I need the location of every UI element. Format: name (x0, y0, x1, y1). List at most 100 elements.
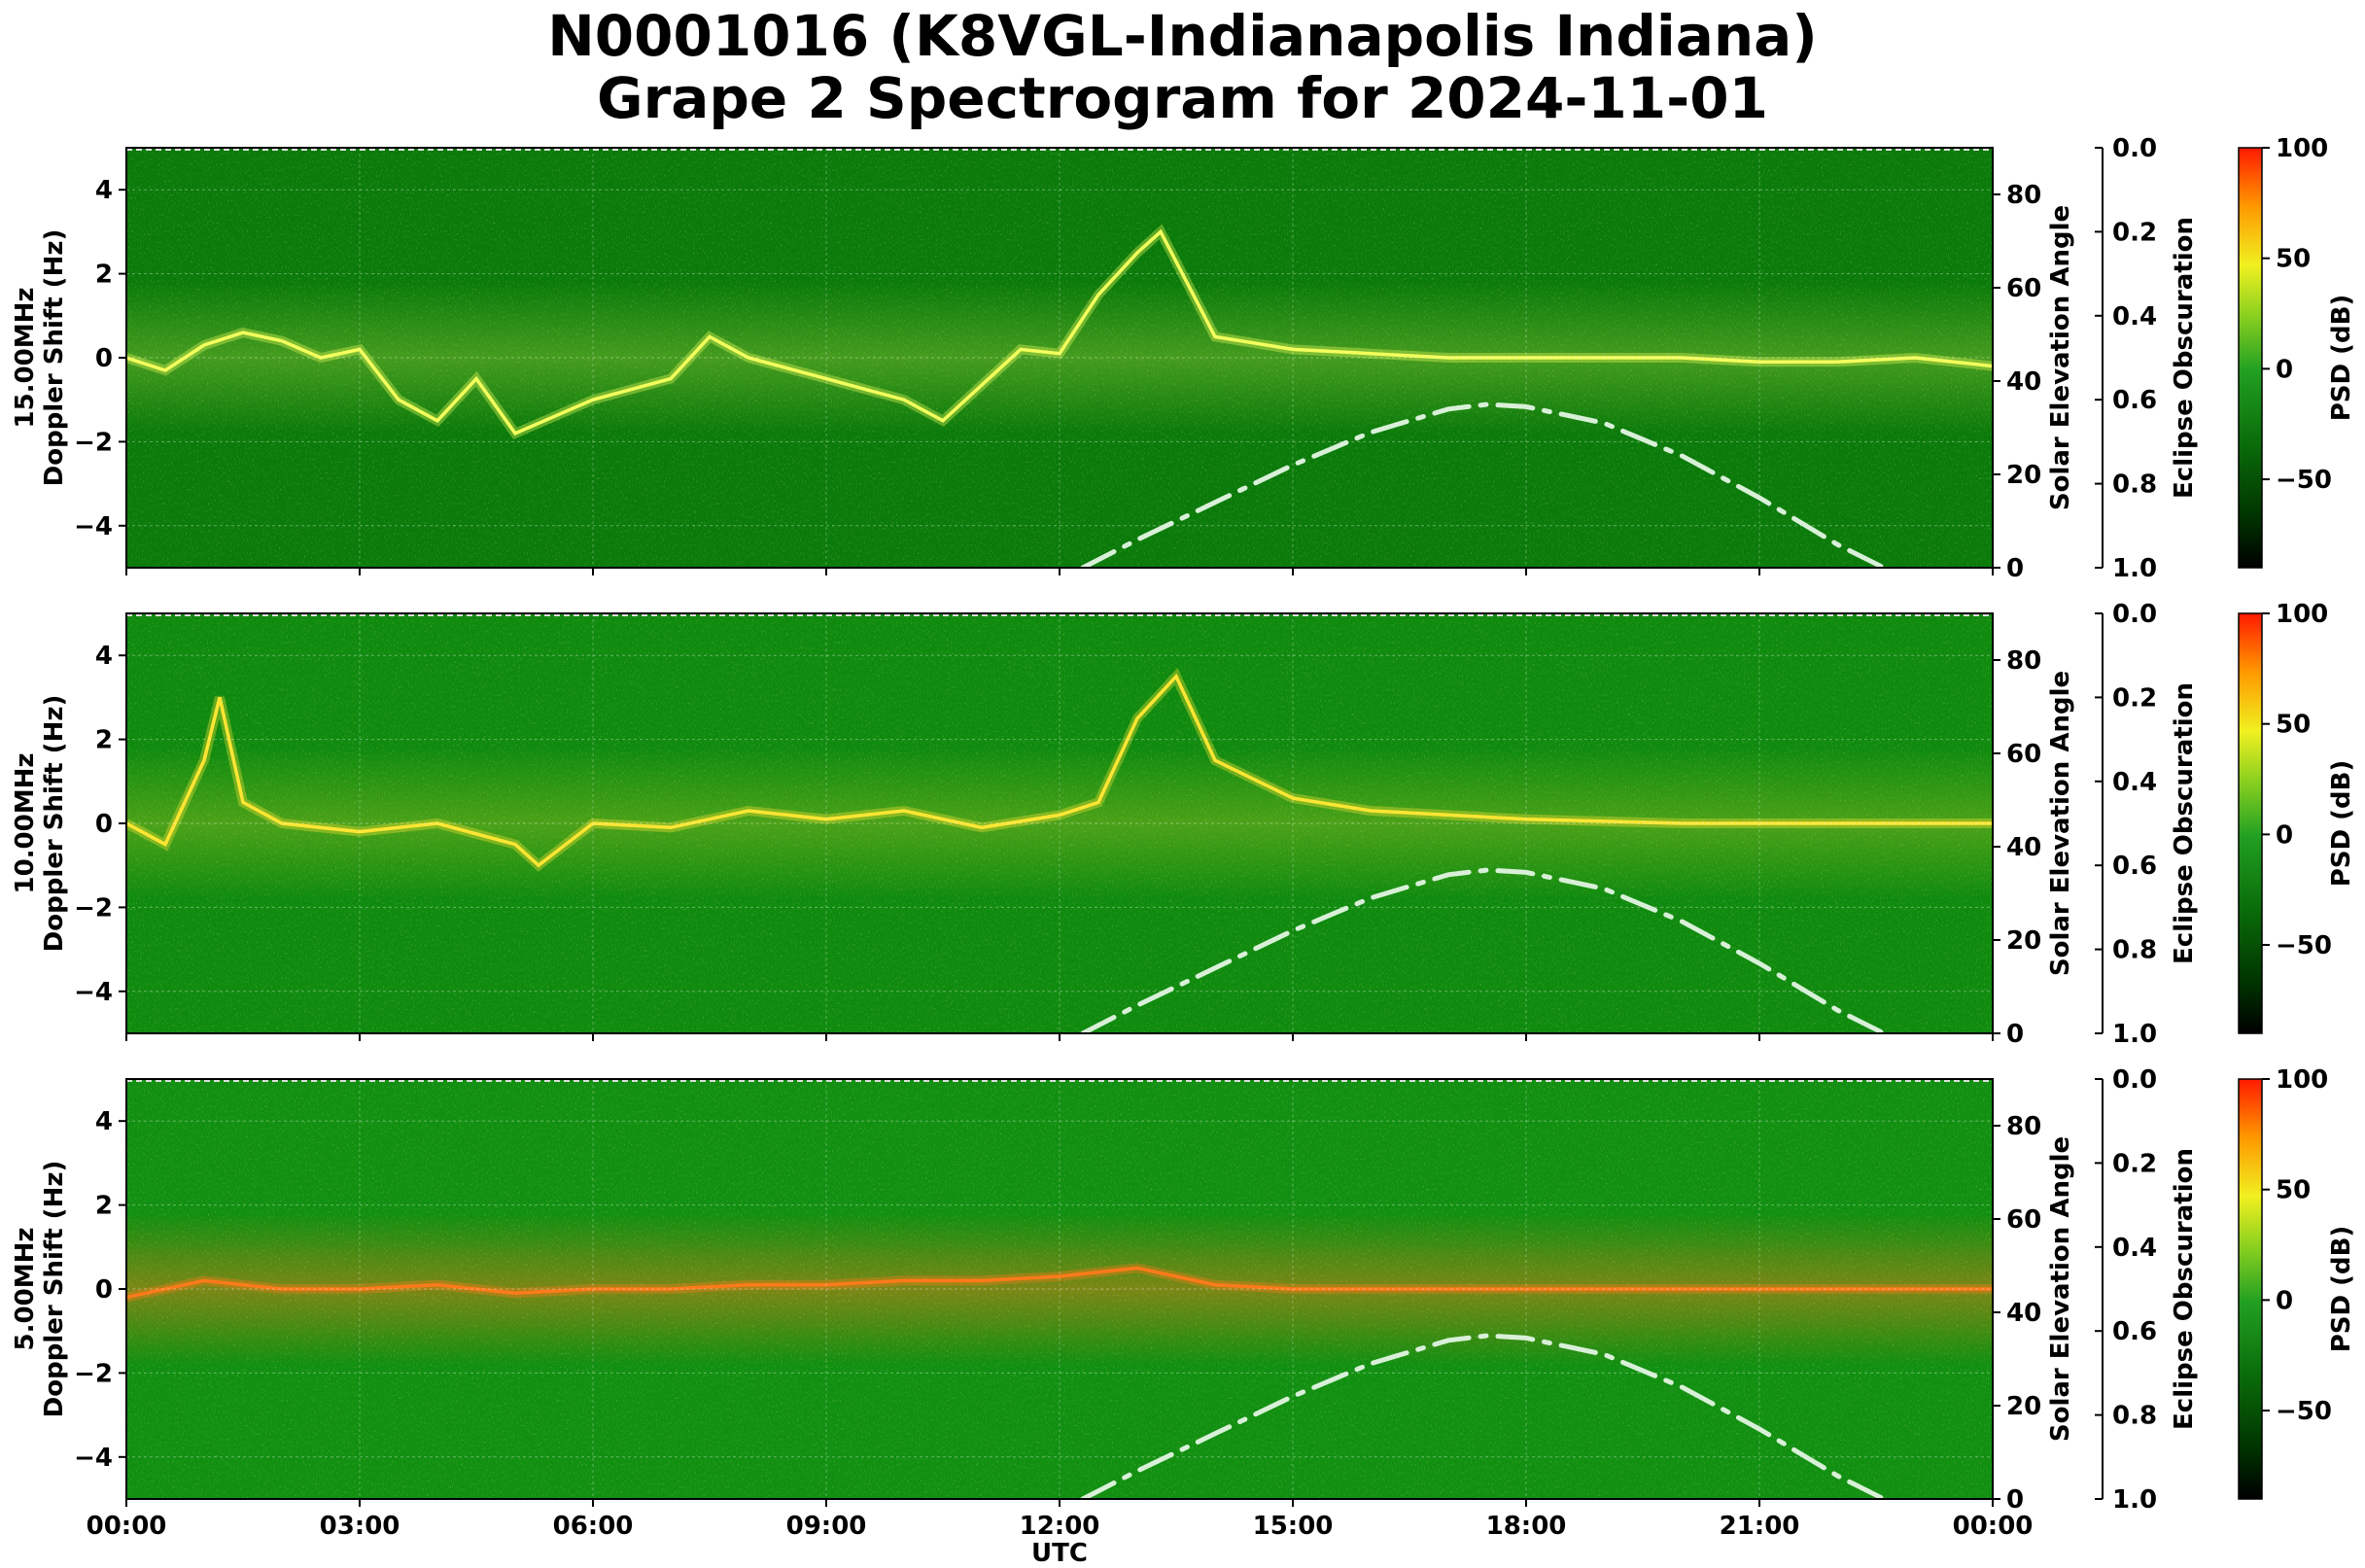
ytick-label: −2 (74, 1359, 113, 1388)
ylabel: Doppler Shift (Hz) (40, 695, 69, 953)
eclipse-tick-label: 0.0 (2112, 1065, 2157, 1095)
right-ytick-label: 40 (2006, 367, 2041, 397)
doppler-trace (126, 1266, 1993, 1300)
solar-elevation-label: Solar Elevation Angle (2046, 1136, 2075, 1442)
eclipse-tick-label: 0.4 (2112, 1234, 2157, 1263)
ytick-label: 4 (95, 176, 113, 205)
doppler-trace (126, 228, 1993, 436)
ytick-label: 0 (95, 810, 113, 839)
eclipse-tick-label: 0.6 (2112, 852, 2157, 881)
doppler-trace (126, 673, 1993, 868)
right-ytick-label: 40 (2006, 1299, 2041, 1328)
ytick-label: 0 (95, 344, 113, 373)
eclipse-tick-label: 0.6 (2112, 386, 2157, 415)
colorbar-label: PSD (dB) (2327, 295, 2356, 422)
colorbar (2238, 612, 2263, 1034)
right-ytick-label: 20 (2006, 461, 2041, 490)
xlabel: UTC (1031, 1539, 1088, 1568)
ytick-label: 2 (95, 261, 113, 290)
solar-elevation-curve (1080, 867, 1887, 1033)
eclipse-tick-label: 0.2 (2112, 683, 2157, 713)
ytick-label: −2 (74, 893, 113, 923)
ytick-label: −4 (74, 978, 113, 1007)
right-ytick-label: 60 (2006, 274, 2041, 303)
right-ytick-label: 0 (2006, 1485, 2024, 1515)
right-ytick-label: 0 (2006, 1020, 2024, 1049)
panel-15.00MHz: −4 −2 0 2 4 15.00MHz Doppler Shift (Hz) 0 20 40 60… (11, 134, 2356, 583)
eclipse-tick-label: 0.0 (2112, 600, 2157, 629)
xtick-label: 00:00 (1953, 1512, 2034, 1541)
colorbar-tick-label: 50 (2276, 1176, 2311, 1205)
colorbar-tick-label: 0 (2276, 355, 2293, 384)
colorbar-tick-label: 100 (2276, 134, 2328, 163)
spectrogram-plot (126, 148, 1993, 568)
eclipse-obscuration-label: Eclipse Obscuration (2170, 1148, 2199, 1430)
ytick-label: −4 (74, 512, 113, 541)
eclipse-obscuration-label: Eclipse Obscuration (2170, 682, 2199, 964)
solar-elevation-curve (1080, 1333, 1887, 1499)
ytick-label: 2 (95, 726, 113, 755)
right-ytick-label: 60 (2006, 740, 2041, 769)
eclipse-tick-label: 0.2 (2112, 1149, 2157, 1178)
colorbar-tick-label: −50 (2276, 466, 2332, 495)
eclipse-tick-label: 0.8 (2112, 936, 2157, 965)
spectrogram-plot (126, 1079, 1993, 1499)
colorbar-tick-label: −50 (2276, 1397, 2332, 1426)
xtick-label: 00:00 (87, 1512, 167, 1541)
solar-elevation-label: Solar Elevation Angle (2046, 205, 2075, 510)
xtick-label: 21:00 (1720, 1512, 1800, 1541)
eclipse-tick-label: 0.6 (2112, 1317, 2157, 1346)
right-ytick-label: 80 (2006, 181, 2041, 210)
eclipse-tick-label: 0.2 (2112, 218, 2157, 247)
eclipse-tick-label: 0.4 (2112, 768, 2157, 797)
colorbar-tick-label: 100 (2276, 600, 2328, 629)
colorbar-tick-label: 0 (2276, 820, 2293, 850)
xtick-label: 09:00 (786, 1512, 867, 1541)
right-ytick-label: 80 (2006, 1112, 2041, 1141)
right-ytick-label: 40 (2006, 833, 2041, 862)
eclipse-tick-label: 0.8 (2112, 1402, 2157, 1431)
colorbar-tick-label: 100 (2276, 1065, 2328, 1095)
solar-elevation-curve (1080, 401, 1887, 568)
colorbar (2238, 1078, 2263, 1500)
ytick-label: 4 (95, 642, 113, 671)
right-ytick-label: 0 (2006, 554, 2024, 583)
frequency-label: 10.00MHz (11, 752, 40, 893)
xtick-label: 12:00 (1020, 1512, 1100, 1541)
colorbar (2238, 147, 2263, 569)
eclipse-obscuration-label: Eclipse Obscuration (2170, 217, 2199, 499)
spectrogram-plot (126, 613, 1993, 1033)
eclipse-tick-label: 1.0 (2112, 554, 2157, 583)
frequency-label: 5.00MHz (11, 1228, 40, 1351)
ylabel: Doppler Shift (Hz) (40, 229, 69, 487)
ytick-label: 2 (95, 1192, 113, 1221)
colorbar-label: PSD (dB) (2327, 1226, 2356, 1353)
chart-title-line1: N0001016 (K8VGL-Indianapolis Indiana) (547, 3, 1818, 69)
xtick-label: 15:00 (1253, 1512, 1334, 1541)
ytick-label: −2 (74, 428, 113, 457)
colorbar-tick-label: 50 (2276, 711, 2311, 740)
ytick-label: 4 (95, 1107, 113, 1136)
eclipse-tick-label: 1.0 (2112, 1485, 2157, 1515)
right-ytick-label: 20 (2006, 1392, 2041, 1421)
right-ytick-label: 80 (2006, 646, 2041, 676)
eclipse-tick-label: 0.8 (2112, 470, 2157, 500)
panel-5.00MHz: −4 −2 0 2 4 5.00MHz Doppler Shift (Hz) 0 20 40 60 8… (11, 1065, 2356, 1568)
panel-10.00MHz: −4 −2 0 2 4 10.00MHz Doppler Shift (Hz) 0 20 40 60… (11, 600, 2356, 1049)
colorbar-tick-label: −50 (2276, 931, 2332, 960)
ytick-label: −4 (74, 1444, 113, 1473)
eclipse-tick-label: 0.0 (2112, 134, 2157, 163)
xtick-label: 06:00 (553, 1512, 634, 1541)
ytick-label: 0 (95, 1275, 113, 1305)
chart-title-line2: Grape 2 Spectrogram for 2024-11-01 (597, 65, 1768, 131)
xtick-label: 18:00 (1486, 1512, 1567, 1541)
colorbar-label: PSD (dB) (2327, 760, 2356, 888)
xtick-label: 03:00 (320, 1512, 400, 1541)
colorbar-tick-label: 0 (2276, 1286, 2293, 1315)
colorbar-tick-label: 50 (2276, 245, 2311, 274)
eclipse-tick-label: 0.4 (2112, 302, 2157, 331)
right-ytick-label: 20 (2006, 926, 2041, 956)
solar-elevation-label: Solar Elevation Angle (2046, 671, 2075, 976)
right-ytick-label: 60 (2006, 1205, 2041, 1235)
